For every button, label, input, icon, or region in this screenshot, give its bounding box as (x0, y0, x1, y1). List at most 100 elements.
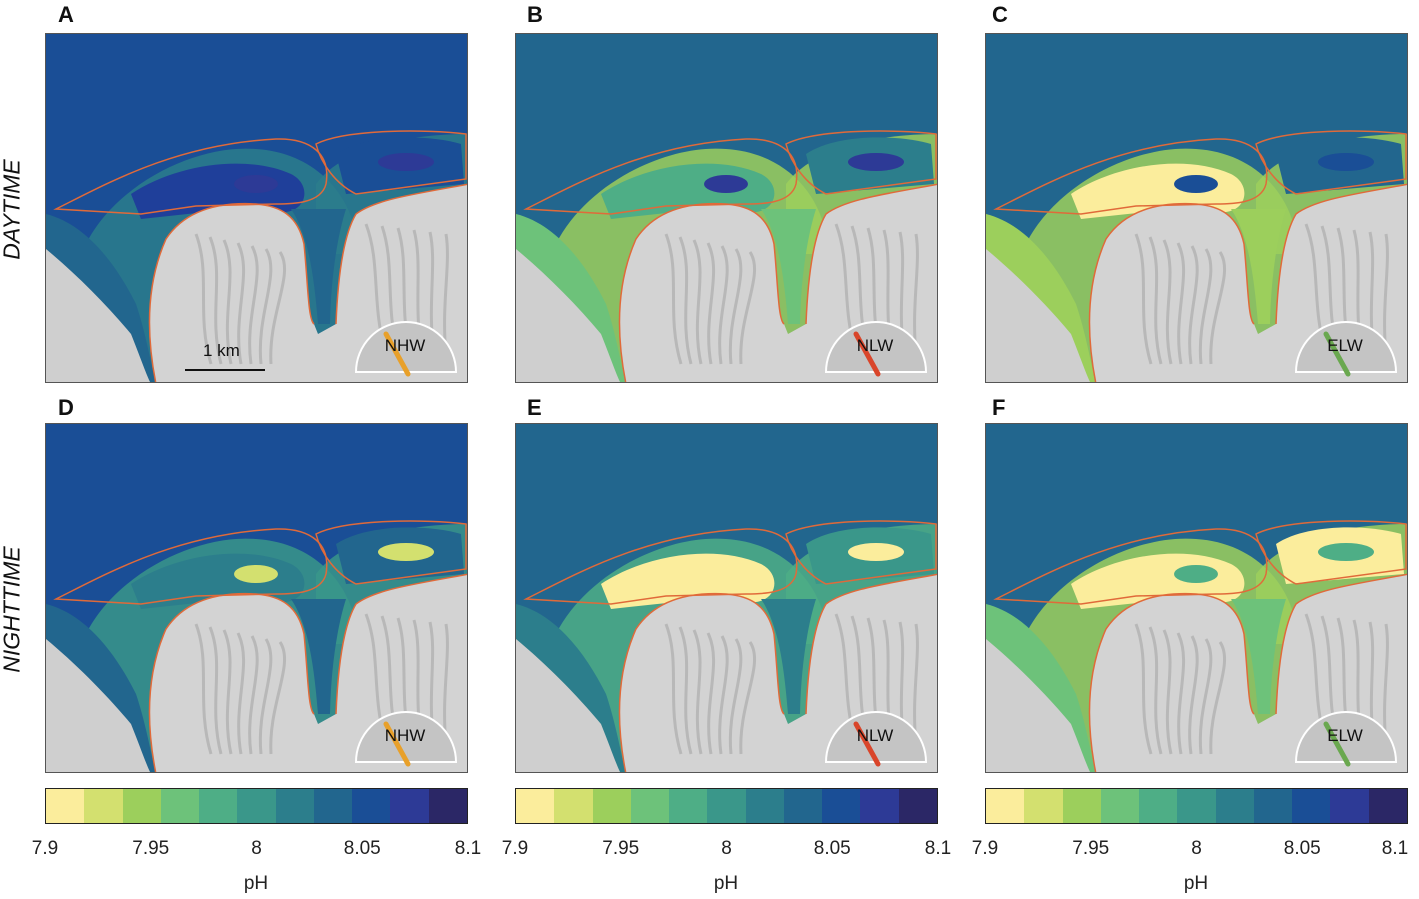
hillshade-ridge (208, 236, 223, 365)
colorbar-swatch (554, 789, 593, 823)
map-canvas (46, 424, 467, 772)
bay-pocket-east (378, 543, 434, 561)
map-panel-a (45, 33, 468, 383)
map-canvas (516, 34, 937, 382)
hillshade-ridge (258, 638, 273, 755)
colorbar-tick-label: 8.05 (813, 838, 851, 859)
hillshade-ridge-east (443, 623, 449, 745)
hillshade-ridge (728, 248, 743, 365)
reef-outline-east (315, 130, 467, 195)
bay-pocket-east (848, 543, 904, 561)
panel-letter-f: F (992, 395, 1006, 420)
reef-outline-east (1255, 130, 1407, 195)
colorbar-swatch (84, 789, 123, 823)
shoreline-outline (148, 202, 315, 382)
central-channel (761, 209, 816, 324)
bay-pocket (234, 565, 278, 583)
colorbar-swatch (352, 789, 391, 823)
hillshade-ridge (728, 638, 743, 755)
colorbar-swatch (707, 789, 746, 823)
land-west (46, 249, 151, 382)
colorbar-swatch (1368, 789, 1407, 823)
tide-arrow (853, 331, 881, 377)
colorbar-swatch (428, 789, 467, 823)
tide-indicator (824, 321, 928, 373)
reef-outline-east (1255, 520, 1407, 585)
bay-pocket (704, 565, 748, 583)
tide-label: ELW (1327, 336, 1363, 355)
bay-pocket-east (1318, 543, 1374, 561)
hillshade-ridge (1209, 641, 1226, 755)
hillshade-ridge (248, 245, 259, 365)
colorbar-label-middle: pH (713, 873, 739, 894)
colorbar-tick-label: 8 (721, 838, 732, 859)
land-west (986, 639, 1091, 772)
map-panel-d (45, 423, 468, 773)
hillshade-ridge (269, 251, 286, 365)
colorbar-swatch (160, 789, 200, 823)
hillshade-ridge (248, 635, 259, 755)
hillshade-ridge (692, 629, 703, 755)
colorbar-label-left: pH (243, 873, 269, 894)
tide-label: NHW (384, 336, 426, 355)
map-canvas (986, 34, 1407, 382)
colorbar-tick-label: 7.95 (602, 838, 640, 859)
colorbar-swatch (122, 789, 161, 823)
tide-arrow (853, 721, 881, 767)
hillshade-ridge (1134, 233, 1153, 365)
colorbar-swatch (745, 789, 784, 823)
scale-bar-line (185, 369, 265, 371)
reef-outline-east (785, 520, 937, 585)
colorbar-label-right: pH (1183, 873, 1209, 894)
colorbar-swatch (390, 789, 429, 823)
colorbar-swatch (1253, 789, 1293, 823)
hillshade-ridge (664, 233, 683, 365)
hillshade-ridge (258, 248, 273, 365)
shoreline-outline (618, 202, 785, 382)
map-panel-c (985, 33, 1408, 383)
tide-arrow (383, 721, 411, 767)
map-canvas (46, 34, 467, 382)
shoreline-outline-east (805, 573, 937, 715)
panel-letter-c: C (992, 2, 1008, 27)
colorbar-swatch (1215, 789, 1254, 823)
colorbar-swatch (592, 789, 631, 823)
hillshade-ridge (1148, 236, 1163, 365)
hillshade-ridge (1176, 632, 1186, 755)
colorbar-tick-label: 7.9 (501, 838, 529, 859)
colorbar-swatch (986, 789, 1025, 823)
colorbar-tick-label: 7.95 (132, 838, 170, 859)
map-panel-b (515, 33, 938, 383)
hillshade-ridge (1176, 242, 1186, 365)
bay-pocket-east (1318, 153, 1374, 171)
colorbar-swatch (669, 789, 708, 823)
bay-pocket-east (378, 153, 434, 171)
colorbar-swatch (516, 789, 555, 823)
hillshade-ridge (1198, 638, 1213, 755)
map-canvas (516, 424, 937, 772)
central-channel (291, 209, 346, 324)
colorbar-swatch (860, 789, 899, 823)
reef-outline-west (53, 528, 328, 605)
hillshade-ridge-east (443, 233, 449, 355)
bay-pocket (1174, 565, 1218, 583)
hillshade-ridge (194, 623, 213, 755)
land-west (986, 249, 1091, 382)
colorbar-swatch (1062, 789, 1101, 823)
tide-label: NLW (856, 726, 894, 745)
colorbar-swatch (275, 789, 314, 823)
shoreline-outline (1088, 592, 1255, 772)
shoreline-outline (618, 592, 785, 772)
tide-label: NHW (384, 726, 426, 745)
map-canvas (986, 424, 1407, 772)
hillshade-ridge (222, 239, 233, 365)
shoreline-outline-east (335, 573, 467, 715)
scale-bar-label: 1 km (203, 341, 240, 360)
tide-arrow (1323, 721, 1351, 767)
tide-arrow (1323, 331, 1351, 377)
colorbar-swatch (1024, 789, 1063, 823)
tide-indicator (1294, 321, 1398, 373)
colorbar-tick-label: 8.05 (1283, 838, 1321, 859)
panel-letter-b: B (527, 2, 543, 27)
colorbar-swatch (237, 789, 276, 823)
